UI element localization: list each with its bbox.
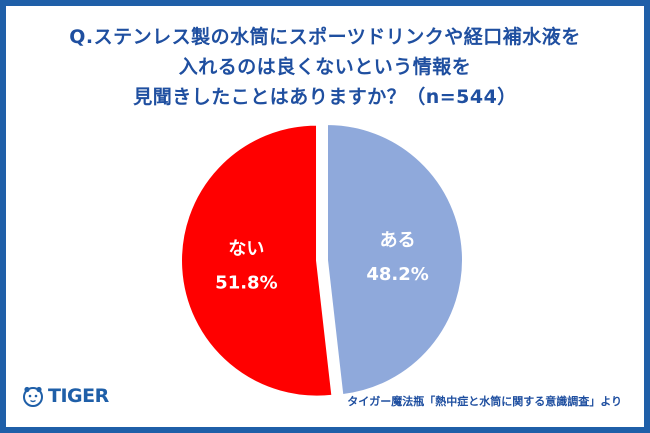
tiger-logo: TIGER — [22, 385, 109, 407]
pie-slice-1 — [180, 123, 334, 398]
title-line-1: Q.ステンレス製の水筒にスポーツドリンクや経口補水液を — [69, 26, 581, 48]
tiger-face-icon — [23, 386, 43, 407]
slice-value-0: 48.2% — [366, 264, 428, 285]
slice-value-1: 51.8% — [215, 273, 277, 294]
pie-slice-0 — [326, 122, 464, 397]
slice-label-0: ある — [380, 230, 416, 251]
source-note: タイガー魔法瓶「熱中症と水筒に関する意識調査」より — [347, 395, 622, 408]
logo-text: TIGER — [48, 385, 109, 407]
slice-label-1: ない — [228, 239, 264, 260]
title-line-2: 入れるのは良くないという情報を — [178, 56, 472, 78]
chart-title: Q.ステンレス製の水筒にスポーツドリンクや経口補水液を 入れるのは良くないという… — [20, 22, 630, 112]
title-line-3: 見聞きしたことはありますか？（n=544） — [133, 86, 517, 108]
